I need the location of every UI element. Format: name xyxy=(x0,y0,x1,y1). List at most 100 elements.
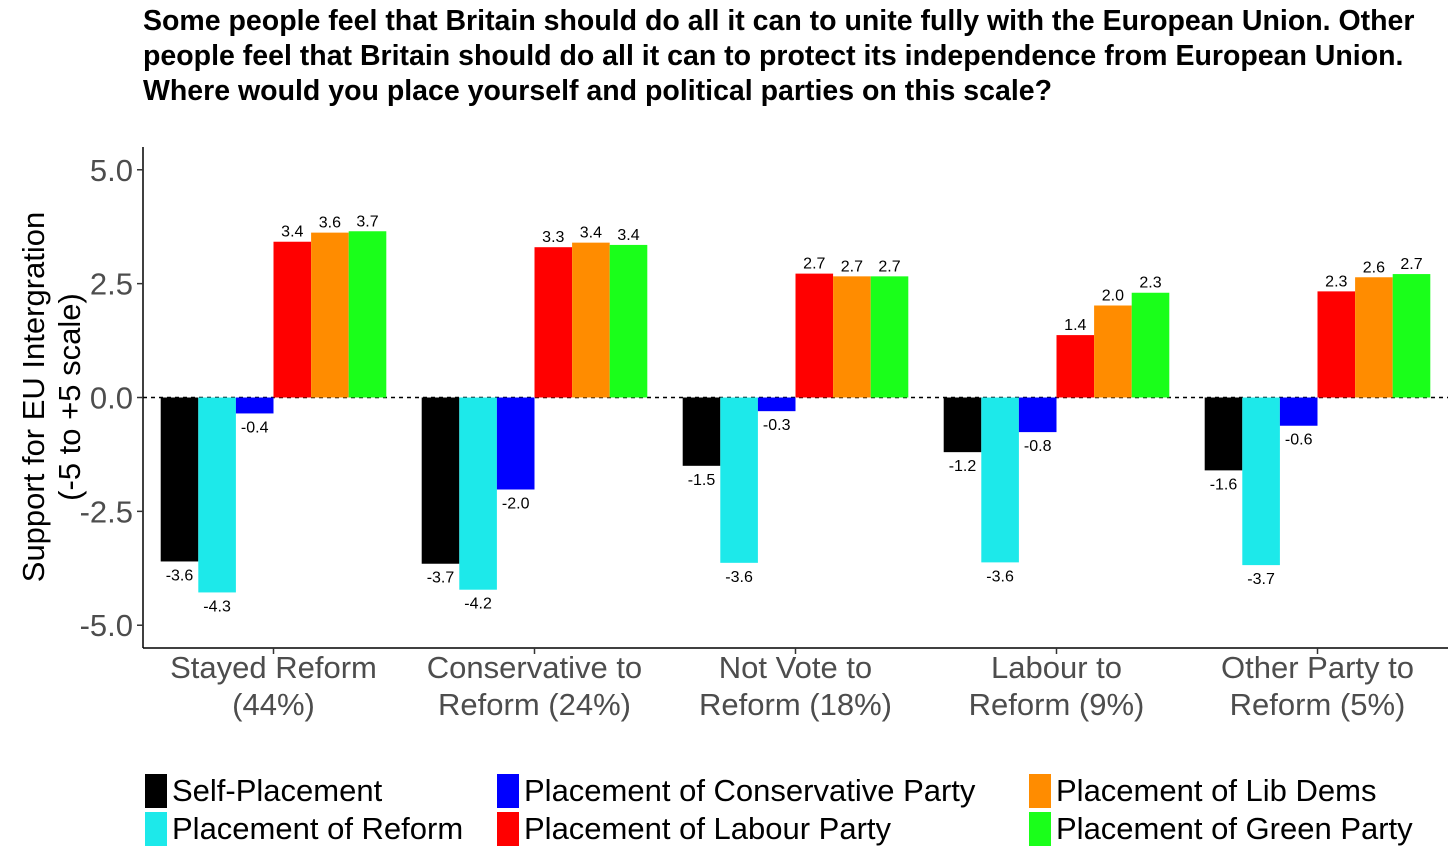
bar xyxy=(198,397,236,593)
x-tick-label-line: Reform (24%) xyxy=(438,687,631,722)
x-tick-label: Other Party to Reform (5%) xyxy=(1221,650,1414,722)
data-label: 3.3 xyxy=(542,229,564,246)
bar xyxy=(720,397,758,563)
data-label: 3.6 xyxy=(319,215,341,232)
bar xyxy=(943,397,982,453)
bar xyxy=(795,273,834,398)
bar xyxy=(1018,397,1057,433)
data-label: 3.4 xyxy=(281,224,303,241)
data-label: -3.6 xyxy=(725,569,753,586)
legend-item: Placement of Reform xyxy=(145,810,463,848)
data-label: -1.5 xyxy=(688,472,716,489)
data-label: -3.7 xyxy=(1247,571,1275,588)
bar xyxy=(870,276,909,398)
y-axis-label-line: Support for EU Intergration xyxy=(16,212,51,582)
x-tick-label: Conservative to Reform (24%) xyxy=(427,650,642,722)
bar xyxy=(496,397,535,490)
x-tick-label-line: Stayed Reform xyxy=(170,650,377,685)
data-label: -3.6 xyxy=(166,567,194,584)
bar xyxy=(757,397,796,412)
bar xyxy=(1242,397,1280,566)
y-tick-label: 5.0 xyxy=(90,153,133,188)
bar xyxy=(348,231,387,398)
bar xyxy=(311,232,349,398)
data-label: 3.7 xyxy=(356,213,378,230)
data-label: 2.7 xyxy=(878,258,900,275)
legend-label: Placement of Labour Party xyxy=(524,811,892,846)
bar xyxy=(1355,277,1393,398)
x-tick-label: Stayed Reform (44%) xyxy=(170,650,377,722)
legend-label: Self-Placement xyxy=(172,773,383,808)
data-label: -0.6 xyxy=(1285,432,1313,449)
bar xyxy=(682,397,721,466)
data-label: 2.3 xyxy=(1139,275,1161,292)
legend-swatch xyxy=(497,774,519,808)
data-label: -0.3 xyxy=(763,417,791,434)
x-tick-label-line: Reform (5%) xyxy=(1230,687,1406,722)
legend-swatch xyxy=(1029,774,1051,808)
data-label: 2.0 xyxy=(1102,287,1124,304)
data-label: 2.3 xyxy=(1325,273,1347,290)
data-label: 3.4 xyxy=(580,225,602,242)
legend-swatch xyxy=(497,812,519,846)
legend-item: Placement of Green Party xyxy=(1029,810,1413,848)
data-label: 2.7 xyxy=(803,256,825,273)
legend-label: Placement of Conservative Party xyxy=(524,773,976,808)
data-label: -0.8 xyxy=(1024,438,1052,455)
bar xyxy=(459,397,497,590)
y-axis-label-line: (-5 to +5 scale) xyxy=(52,293,87,501)
bar xyxy=(1094,305,1132,398)
legend-label: Placement of Green Party xyxy=(1056,811,1413,846)
data-label: -4.3 xyxy=(203,598,231,615)
x-tick-label-line: Not Vote to xyxy=(719,650,872,685)
x-tick-label: Labour to Reform (9%) xyxy=(969,650,1145,722)
y-tick-label: -2.5 xyxy=(80,494,133,529)
bar xyxy=(833,276,871,398)
bar xyxy=(1392,274,1431,398)
bar xyxy=(981,397,1019,563)
bar xyxy=(421,397,460,564)
bar xyxy=(1131,292,1170,398)
bar xyxy=(534,247,573,398)
data-label: -4.2 xyxy=(464,596,492,613)
data-label: -1.2 xyxy=(949,458,977,475)
x-tick-label-line: Reform (9%) xyxy=(969,687,1145,722)
data-label: -3.7 xyxy=(427,570,455,587)
bar xyxy=(572,242,610,398)
legend-item: Placement of Conservative Party xyxy=(497,772,975,810)
data-label: -2.0 xyxy=(502,496,530,513)
data-label: 3.4 xyxy=(617,227,639,244)
bar xyxy=(1279,397,1318,426)
bar xyxy=(1204,397,1243,471)
data-label: 2.7 xyxy=(841,258,863,275)
legend-swatch xyxy=(1029,812,1051,846)
data-label: 2.6 xyxy=(1363,259,1385,276)
y-axis-label: Support for EU Intergration(-5 to +5 sca… xyxy=(16,212,87,582)
bar xyxy=(273,241,312,398)
bar xyxy=(609,244,648,398)
data-labels: -3.6 -4.3 -0.4 3.4 3.6 3.7 -3.7 -4.2 -2.0 3.3 3.4 3… xyxy=(166,213,1423,615)
x-tick-label-line: Conservative to xyxy=(427,650,642,685)
data-label: -0.4 xyxy=(241,419,269,436)
legend-item: Self-Placement xyxy=(145,772,382,810)
bars xyxy=(160,231,1431,593)
legend-label: Placement of Reform xyxy=(172,811,464,846)
data-label: 1.4 xyxy=(1064,317,1086,334)
data-label: 2.7 xyxy=(1400,256,1422,273)
legend: Self-Placement Placement of Conservative … xyxy=(145,772,1456,852)
x-tick-label: Not Vote to Reform (18%) xyxy=(699,650,892,722)
data-label: -1.6 xyxy=(1210,476,1238,493)
x-tick-label-line: Reform (18%) xyxy=(699,687,892,722)
y-tick-label: -5.0 xyxy=(80,608,133,643)
bar xyxy=(1056,335,1095,398)
legend-swatch xyxy=(145,812,167,846)
chart-title: Some people feel that Britain should do … xyxy=(143,5,1415,107)
bar xyxy=(235,397,274,414)
x-tick-label-line: Labour to xyxy=(991,650,1122,685)
bar xyxy=(160,397,199,562)
legend-label: Placement of Lib Dems xyxy=(1056,773,1377,808)
y-tick-label: 2.5 xyxy=(90,267,133,302)
data-label: -3.6 xyxy=(986,568,1014,585)
